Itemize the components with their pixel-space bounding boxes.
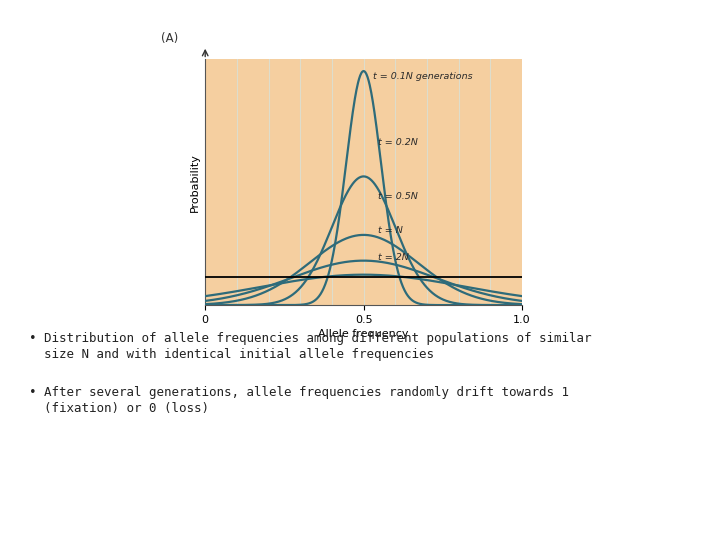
Text: size N and with identical initial allele frequencies: size N and with identical initial allele…: [29, 348, 433, 361]
Text: • After several generations, allele frequencies randomly drift towards 1: • After several generations, allele freq…: [29, 386, 569, 399]
Text: t = 0.1N generations: t = 0.1N generations: [373, 72, 473, 81]
Text: t = 0.5N: t = 0.5N: [378, 192, 418, 201]
Text: t = 2N: t = 2N: [378, 253, 409, 262]
Text: (fixation) or 0 (loss): (fixation) or 0 (loss): [29, 402, 209, 415]
Text: • Distribution of allele frequencies among different populations of similar: • Distribution of allele frequencies amo…: [29, 332, 591, 345]
X-axis label: Allele frequency: Allele frequency: [318, 329, 409, 339]
Text: t = 0.2N: t = 0.2N: [378, 138, 418, 147]
Text: 10. 4(1)  Changes in the probability that an allele will have various possible f: 10. 4(1) Changes in the probability that…: [6, 11, 593, 24]
Text: (A): (A): [161, 32, 178, 45]
Text: t = N: t = N: [378, 226, 402, 235]
Y-axis label: Probability: Probability: [189, 153, 199, 212]
